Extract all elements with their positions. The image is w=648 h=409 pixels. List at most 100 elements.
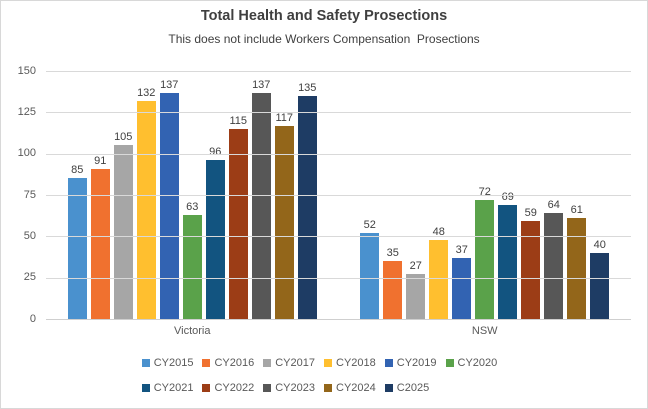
bar-cell: 37 (452, 71, 472, 319)
legend-marker-icon (202, 383, 211, 392)
bar-CY2018-nsw (429, 239, 449, 319)
legend-item-CY2018: CY2018 (324, 357, 376, 369)
bar-cell: 85 (67, 71, 87, 319)
legend-label: C2025 (396, 381, 430, 394)
chart-subtitle: This does not include Workers Compensati… (168, 32, 480, 46)
legend-marker-icon (445, 358, 454, 367)
legend-item-CY2020: CY2020 (445, 356, 498, 369)
bar-value-label: 96 (209, 146, 222, 159)
bar-value-label: 105 (114, 131, 133, 144)
legend-row: CY2021 CY2022 CY2023 CY2024 C2025 (141, 375, 507, 400)
legend-label: CY2015 (153, 356, 194, 369)
chart-title: Total Health and Safety Prosections (200, 8, 448, 24)
legend-label: CY2021 (153, 381, 194, 394)
legend-marker-icon (324, 358, 332, 367)
legend-label: CY2018 (336, 356, 376, 369)
bar-value-label: 63 (186, 200, 199, 213)
bar-cell: 117 (274, 71, 294, 319)
bar-CY2017-nsw (406, 274, 426, 319)
legend-marker-icon (141, 383, 150, 392)
y-axis-tick-label: 25 (23, 271, 36, 284)
y-axis-tick-label: 75 (23, 188, 36, 201)
x-axis-line (46, 319, 631, 320)
y-axis-tick-label: 100 (17, 147, 36, 160)
bar-value-label: 72 (478, 185, 491, 198)
bar-C2025-nsw (590, 252, 610, 319)
legend: CY2015 CY2016 CY2017 CY2018 CY2019 CY2020 CY20… (1, 350, 647, 400)
legend-item-CY2016: CY2016 (202, 357, 254, 369)
bar-CY2020-nsw (475, 199, 495, 319)
legend-marker-icon (141, 358, 150, 367)
bar-CY2022-nsw (521, 221, 541, 319)
bar-value-label: 115 (229, 114, 248, 127)
legend-item-CY2015: CY2015 (141, 356, 194, 369)
y-axis-tick-label: 125 (17, 105, 36, 118)
category-label-victoria: Victoria (174, 325, 211, 337)
bar-group-nsw: 52 35 27 48 37 72 69 59 64 61 40 (360, 71, 610, 319)
legend-row: CY2015 CY2016 CY2017 CY2018 CY2019 CY2020 (141, 350, 507, 375)
y-axis-tick-label: 0 (29, 312, 36, 325)
bar-cell: 48 (429, 71, 449, 319)
y-axis-tick-label: 150 (17, 64, 36, 77)
bar-cell: 52 (360, 71, 380, 319)
bar-CY2023-nsw (544, 213, 564, 319)
bar-cell: 135 (297, 71, 317, 319)
category-label-nsw: NSW (471, 325, 498, 337)
legend-marker-icon (384, 358, 393, 367)
legend-marker-icon (324, 383, 332, 392)
y-axis: 0 25 50 75 100 125 150 (1, 65, 38, 325)
bar-value-label: 137 (252, 78, 271, 91)
bar-value-label: 69 (501, 190, 514, 203)
legend-label: CY2017 (275, 356, 315, 369)
bar-CY2021-victoria (205, 160, 225, 319)
bar-value-label: 48 (432, 225, 445, 238)
legend-marker-icon (263, 383, 272, 392)
bar-value-label: 91 (94, 154, 107, 167)
bar-CY2019-victoria (159, 92, 179, 319)
gridline (46, 195, 631, 196)
bar-value-label: 117 (275, 111, 294, 124)
bar-group-victoria: 85 91 105 132 137 63 96 115 137 117 135 (67, 71, 317, 319)
legend-label: CY2020 (457, 356, 498, 369)
gridline (46, 71, 631, 72)
bar-value-label: 64 (547, 199, 560, 212)
bar-value-label: 137 (160, 78, 179, 91)
bar-CY2015-victoria (67, 178, 87, 319)
legend-item-CY2023: CY2023 (263, 382, 315, 394)
bar-value-label: 27 (409, 260, 422, 273)
legend-item-CY2019: CY2019 (384, 356, 437, 369)
bar-cell: 115 (228, 71, 248, 319)
bar-value-label: 135 (298, 81, 317, 94)
legend-label: CY2022 (214, 381, 255, 394)
bar-cell: 96 (205, 71, 225, 319)
legend-label: CY2024 (336, 381, 376, 394)
legend-item-C2025: C2025 (384, 381, 430, 394)
bar-cell: 137 (159, 71, 179, 319)
bar-value-label: 35 (386, 247, 399, 260)
bar-value-label: 61 (570, 204, 583, 217)
bar-cell: 27 (406, 71, 426, 319)
bar-C2025-victoria (297, 95, 317, 319)
legend-item-CY2022: CY2022 (202, 382, 254, 394)
plot-area: 85 91 105 132 137 63 96 115 137 117 135 52 35 27 48 37 7… (46, 71, 631, 337)
legend-marker-icon (384, 383, 393, 392)
y-axis-tick-label: 50 (23, 229, 36, 242)
bar-groups: 85 91 105 132 137 63 96 115 137 117 135 52 35 27 48 37 7… (46, 71, 631, 319)
bar-CY2023-victoria (251, 92, 271, 319)
bar-cell: 69 (498, 71, 518, 319)
gridline (46, 236, 631, 238)
bar-CY2016-victoria (90, 168, 110, 319)
legend-item-CY2021: CY2021 (141, 381, 194, 394)
bar-value-label: 59 (524, 207, 537, 220)
bar-cell: 137 (251, 71, 271, 319)
bar-cell: 59 (521, 71, 541, 319)
bar-value-label: 132 (137, 86, 156, 99)
bar-CY2024-nsw (567, 218, 587, 319)
bar-cell: 105 (113, 71, 133, 319)
legend-label: CY2016 (214, 356, 255, 369)
legend-label: CY2019 (396, 356, 437, 369)
legend-label: CY2023 (275, 381, 315, 394)
bar-cell: 61 (567, 71, 587, 319)
legend-item-CY2017: CY2017 (263, 357, 315, 369)
gridline (46, 277, 631, 279)
